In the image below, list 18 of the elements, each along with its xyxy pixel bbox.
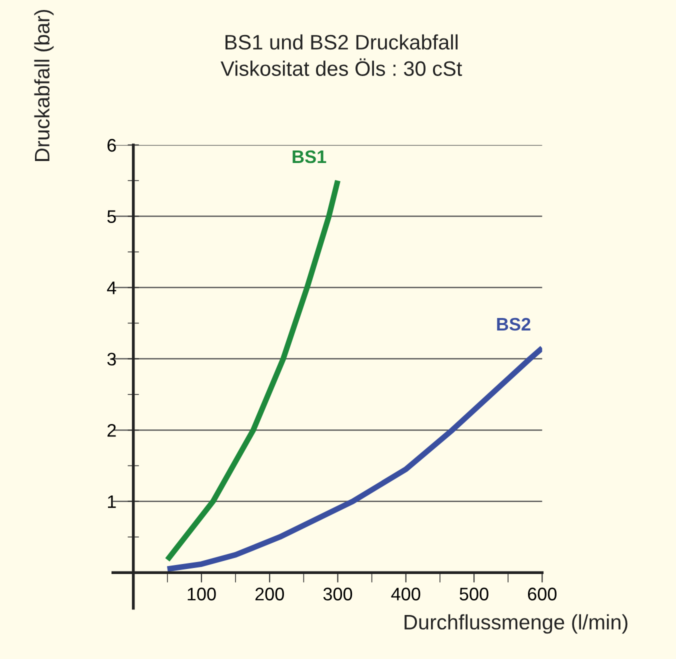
y-tick-label: 6: [108, 138, 116, 152]
x-tick-label: 100: [188, 588, 216, 600]
y-axis-title: Druckabfall (bar): [34, 10, 54, 161]
x-tick-label: 200: [255, 588, 284, 600]
series-label: BS2: [497, 318, 530, 331]
x-axis-title: Durchflussmenge (l/min): [404, 614, 628, 634]
series-label: BS1: [292, 150, 326, 164]
x-tick-label: 500: [460, 588, 488, 600]
chart-title: BS1 und BS2 Druckabfall: [226, 34, 458, 50]
x-tick-label: 400: [391, 588, 420, 600]
y-tick-label: 2: [108, 424, 116, 437]
y-tick-label: 5: [107, 210, 116, 223]
x-tick-label: 600: [528, 588, 557, 600]
chart-subtitle: Viskositat des Öls : 30 cSt: [220, 58, 462, 76]
y-tick-label: 4: [107, 282, 116, 294]
y-tick-label: 1: [108, 495, 116, 508]
y-tick-label: 3: [107, 352, 116, 366]
x-tick-label: 300: [323, 588, 352, 600]
